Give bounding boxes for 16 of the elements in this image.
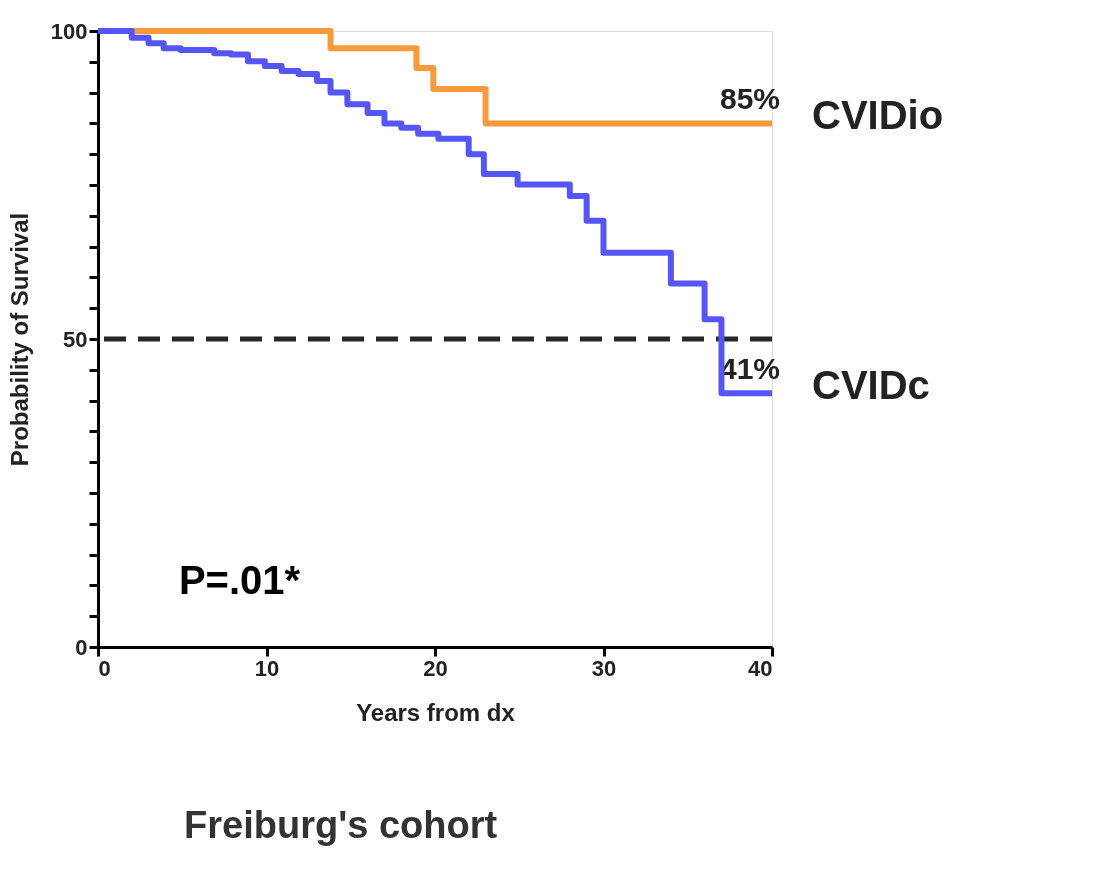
annotation: 85% xyxy=(719,82,780,116)
x-tick-label: 10 xyxy=(254,655,280,681)
y-axis-title: Probability of Survival xyxy=(5,212,33,467)
y-tick-label: 0 xyxy=(75,634,88,660)
y-tick-label: 50 xyxy=(63,326,88,352)
text: Freiburg's cohort xyxy=(184,804,498,846)
x-tick-label: 40 xyxy=(748,655,773,681)
series-label: CVIDc xyxy=(812,363,930,408)
series-label: CVIDio xyxy=(812,93,944,138)
annotation: 41% xyxy=(719,352,780,386)
x-tick-label: 30 xyxy=(591,655,617,681)
x-tick-label: 0 xyxy=(98,655,111,681)
y-tick-label: 100 xyxy=(50,18,88,44)
annotation: P=.01* xyxy=(178,558,301,603)
x-axis-title: Years from dx xyxy=(356,698,516,726)
x-tick-label: 20 xyxy=(423,655,448,681)
